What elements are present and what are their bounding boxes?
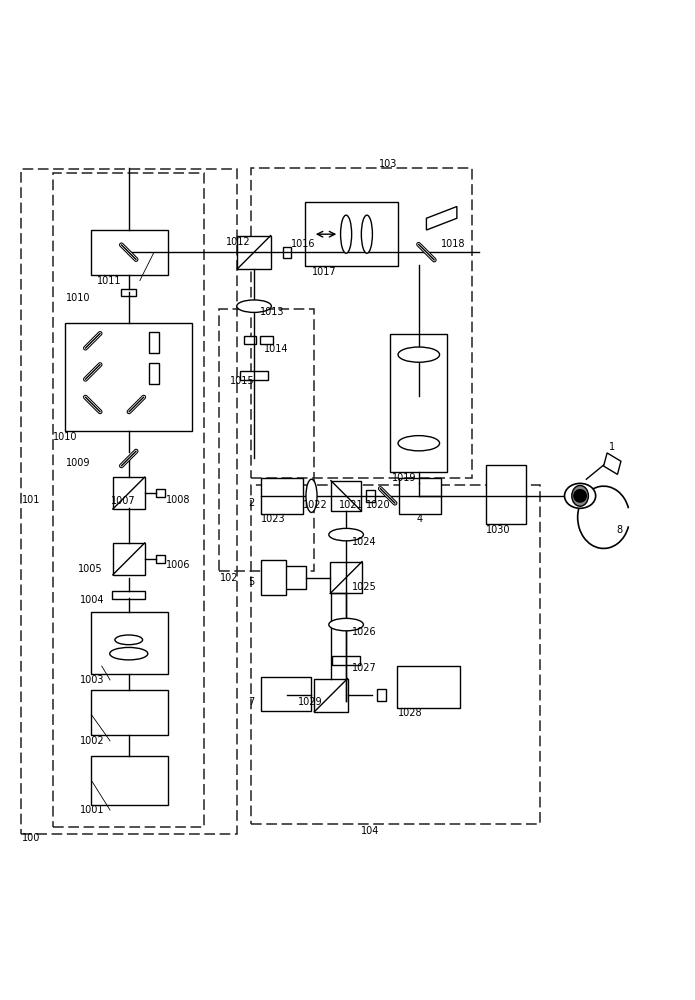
Text: 1024: 1024 [352,537,377,547]
Bar [332,656,360,665]
Text: 1017: 1017 [311,267,336,277]
Ellipse shape [398,347,439,362]
Bar [113,477,145,509]
Bar [261,677,311,711]
Text: 1018: 1018 [441,239,466,249]
Text: 7: 7 [248,697,254,707]
Text: 1022: 1022 [302,500,327,510]
Text: 1026: 1026 [352,627,377,637]
Bar [283,247,291,258]
Bar [240,371,268,380]
Bar [331,481,361,511]
Text: 5: 5 [248,577,254,587]
Ellipse shape [564,483,596,508]
Text: 1015: 1015 [230,376,254,386]
Text: 1010: 1010 [54,432,78,442]
Text: 1001: 1001 [80,805,104,815]
Text: 1003: 1003 [80,675,104,685]
Bar [91,230,167,275]
Ellipse shape [306,479,317,512]
Text: 1023: 1023 [261,514,286,524]
Polygon shape [427,206,457,230]
Bar [156,555,165,563]
Text: 102: 102 [220,573,238,583]
Ellipse shape [341,215,352,253]
Bar [91,690,167,735]
Text: 104: 104 [361,826,379,836]
Text: 1025: 1025 [352,582,377,592]
Text: 1004: 1004 [80,595,104,605]
Text: 1005: 1005 [78,564,102,574]
Bar [220,309,313,571]
Bar [277,566,306,589]
Bar [156,489,165,497]
Bar [330,562,362,593]
Bar [400,478,441,514]
Bar [21,169,237,834]
Text: 1013: 1013 [260,307,284,317]
Bar [121,289,136,296]
Circle shape [574,490,587,502]
Bar [54,173,204,827]
Bar [91,756,167,805]
Bar [391,334,447,472]
Text: 103: 103 [379,159,397,169]
Bar [261,560,286,595]
Text: 1029: 1029 [297,697,322,707]
Ellipse shape [572,485,589,506]
Text: 1021: 1021 [339,500,363,510]
Bar [304,202,398,266]
Text: 2: 2 [248,498,254,508]
Ellipse shape [237,300,271,312]
Text: 1011: 1011 [97,276,122,286]
Text: 1030: 1030 [486,525,510,535]
Bar [251,168,472,478]
Bar [65,323,193,431]
Text: 1020: 1020 [366,500,391,510]
Bar [486,465,526,524]
Text: 1002: 1002 [80,736,104,746]
Ellipse shape [398,436,439,451]
Text: 1027: 1027 [352,663,377,673]
Ellipse shape [115,635,142,645]
Text: 1008: 1008 [166,495,190,505]
Text: 1019: 1019 [392,473,416,483]
Ellipse shape [329,528,363,541]
Text: 100: 100 [22,833,40,843]
Text: 1: 1 [609,442,615,452]
Ellipse shape [361,215,373,253]
Bar [398,666,459,708]
Text: 1014: 1014 [264,344,289,354]
Bar [261,478,302,514]
Text: 8: 8 [616,525,622,535]
Bar [366,490,375,502]
Text: 1009: 1009 [66,458,90,468]
Text: 1006: 1006 [166,560,190,570]
Polygon shape [604,453,621,474]
Bar [314,679,348,712]
Bar [149,363,158,384]
Text: 4: 4 [417,514,423,524]
Bar [112,591,145,599]
Bar [251,485,540,824]
Bar [261,336,272,344]
Bar [238,236,270,269]
Text: 1010: 1010 [66,293,90,303]
Bar [377,689,386,701]
Text: 1016: 1016 [291,239,316,249]
Bar [113,543,145,575]
Bar [149,332,158,353]
Text: 1012: 1012 [227,237,251,247]
Ellipse shape [329,618,363,631]
Text: 1028: 1028 [398,708,423,718]
Bar [244,336,256,344]
Ellipse shape [110,647,148,660]
Bar [91,612,167,674]
Text: 101: 101 [22,495,40,505]
Text: 1007: 1007 [111,496,136,506]
